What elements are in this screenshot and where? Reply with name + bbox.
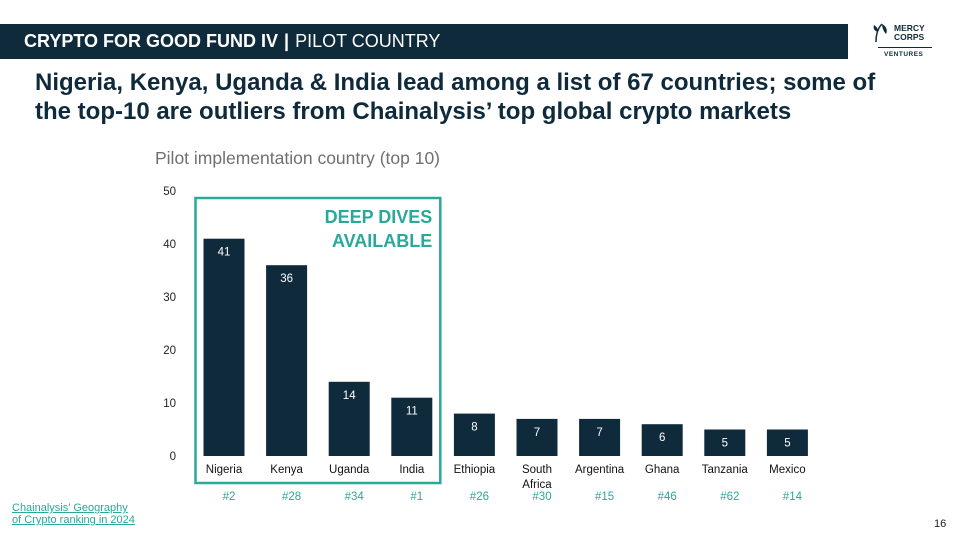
y-tick-label: 0 [170, 451, 176, 463]
bar-value-label: 5 [722, 438, 728, 450]
x-category-label: Nigeria [206, 464, 243, 476]
y-tick-label: 30 [163, 292, 176, 304]
y-tick-label: 40 [163, 239, 176, 251]
chainalysis-rank-label: #14 [783, 491, 803, 503]
bar-kenya [266, 265, 308, 456]
chainalysis-rank-label: #2 [223, 491, 236, 503]
y-tick-label: 50 [163, 186, 176, 198]
bar-ghana [641, 424, 683, 456]
chainalysis-rank-label: #15 [595, 491, 614, 503]
bar-value-label: 7 [596, 427, 602, 439]
x-category-label: Mexico [769, 464, 805, 476]
header-title: CRYPTO FOR GOOD FUND IV | PILOT COUNTRY [24, 31, 440, 52]
bar-uganda [328, 381, 370, 456]
chart-title: Pilot implementation country (top 10) [155, 148, 440, 168]
deep-dives-annotation-line2: AVAILABLE [332, 231, 432, 251]
chainalysis-rank-label: #46 [658, 491, 677, 503]
bar-value-label: 36 [280, 273, 293, 285]
bar-value-label: 14 [343, 390, 356, 402]
bar-india [391, 397, 433, 456]
bar-value-label: 8 [471, 422, 477, 434]
bar-value-label: 6 [659, 432, 665, 444]
x-category-label: South [522, 464, 552, 476]
logo-text-corps: CORPS [894, 32, 925, 42]
leaf-icon [873, 23, 887, 43]
chainalysis-rank-label: #62 [720, 491, 739, 503]
chainalysis-rank-label: #30 [532, 491, 551, 503]
header-separator: | [284, 31, 290, 51]
x-category-label: Kenya [270, 464, 303, 476]
x-category-label: India [399, 464, 425, 476]
bar-nigeria [203, 238, 245, 456]
x-category-label: Tanzania [702, 464, 749, 476]
header-title-main: CRYPTO FOR GOOD FUND IV [24, 31, 279, 51]
x-category-label: Ghana [645, 464, 680, 476]
header-subtitle: PILOT COUNTRY [295, 31, 441, 51]
chainalysis-rank-label: #34 [345, 491, 365, 503]
logo-text-mercy: MERCY [894, 23, 925, 33]
bar-tanzania [704, 429, 746, 456]
logo-divider [878, 47, 932, 48]
bar-value-label: 11 [406, 406, 418, 418]
bar-south-africa [516, 418, 558, 456]
bar-value-label: 41 [218, 247, 231, 259]
logo-text-ventures: VENTURES [884, 51, 924, 58]
bar-ethiopia [453, 413, 495, 456]
bar-mexico [766, 429, 808, 456]
x-category-label: Argentina [575, 464, 625, 476]
y-tick-label: 10 [163, 398, 176, 410]
x-category-label: Ethiopia [454, 464, 496, 476]
mercy-corps-ventures-logo: MERCY CORPS VENTURES [870, 20, 940, 62]
bar-argentina [579, 418, 621, 456]
x-category-label-cont: Africa [522, 479, 552, 491]
bar-value-label: 7 [534, 427, 540, 439]
page-number: 16 [934, 518, 947, 530]
chainalysis-rank-label: #28 [282, 491, 301, 503]
chainalysis-rank-label: #1 [410, 491, 423, 503]
deep-dives-annotation-line1: DEEP DIVES [325, 207, 433, 227]
slide-headline: Nigeria, Kenya, Uganda & India lead amon… [35, 69, 876, 125]
deep-dives-highlight-box [194, 196, 442, 485]
x-category-label: Uganda [329, 464, 370, 476]
header-bar: CRYPTO FOR GOOD FUND IV | PILOT COUNTRY [0, 24, 848, 59]
bar-value-label: 5 [784, 438, 790, 450]
chainalysis-ranking-link[interactable]: Chainalysis’ Geography of Crypto ranking… [12, 502, 135, 526]
chainalysis-rank-label: #26 [470, 491, 489, 503]
y-tick-label: 20 [163, 345, 176, 357]
